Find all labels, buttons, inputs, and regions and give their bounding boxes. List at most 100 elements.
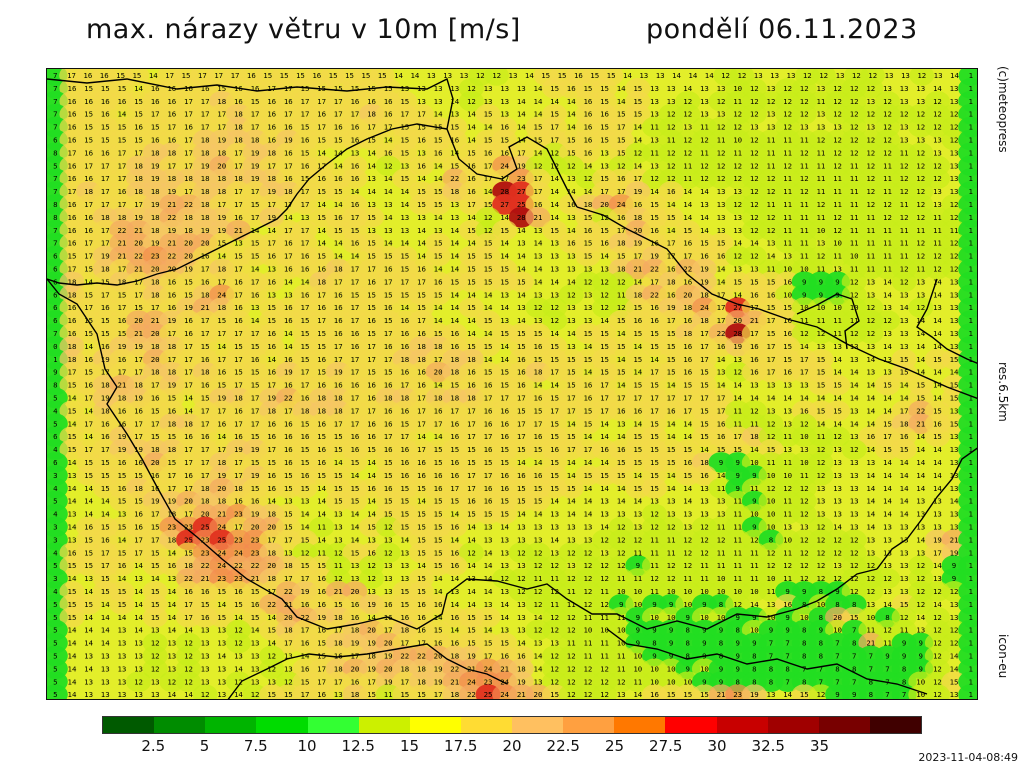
- gust-value: 15: [101, 587, 110, 596]
- gust-value: 13: [916, 277, 925, 286]
- gust-value: 17: [167, 484, 176, 493]
- gust-value: 15: [617, 458, 626, 467]
- gust-value: 15: [151, 522, 160, 531]
- gust-value: 12: [550, 148, 559, 157]
- gust-value: 13: [600, 510, 609, 519]
- gust-value: 15: [517, 445, 526, 454]
- gust-value: 13: [583, 535, 592, 544]
- gust-value: 15: [450, 445, 459, 454]
- gust-value: 15: [350, 497, 359, 506]
- gust-value: 16: [417, 626, 426, 635]
- gust-value: 16: [467, 381, 476, 390]
- gust-value: 19: [217, 471, 226, 480]
- legend-tick-label: 32.5: [752, 737, 785, 755]
- gust-value: 12: [567, 161, 576, 170]
- gust-value: 13: [950, 510, 959, 519]
- gust-value: 16: [434, 600, 443, 609]
- gust-value: 15: [583, 355, 592, 364]
- gust-value: 12: [384, 161, 393, 170]
- gust-value: 16: [68, 316, 77, 325]
- gust-value: 14: [84, 432, 93, 441]
- gust-value: 20: [267, 522, 276, 531]
- gust-value: 16: [617, 213, 626, 222]
- gust-value: 15: [434, 497, 443, 506]
- gust-value: 14: [883, 406, 892, 415]
- gust-value: 12: [600, 277, 609, 286]
- gust-value: 15: [317, 471, 326, 480]
- gust-value: 14: [317, 200, 326, 209]
- gust-value: 15: [101, 329, 110, 338]
- gust-value: 14: [833, 355, 842, 364]
- gust-value: 9: [785, 613, 789, 622]
- gust-value: 12: [883, 200, 892, 209]
- gust-value: 14: [434, 613, 443, 622]
- gust-value: 15: [633, 458, 642, 467]
- gust-value: 1: [968, 626, 972, 635]
- gust-value: 14: [234, 664, 243, 673]
- gust-value: 14: [833, 393, 842, 402]
- gust-value: 14: [933, 368, 942, 377]
- gust-value: 15: [117, 123, 126, 132]
- gust-value: 16: [134, 406, 143, 415]
- gust-value: 15: [434, 445, 443, 454]
- gust-value: 22: [184, 200, 193, 209]
- gust-value: 13: [933, 136, 942, 145]
- gust-value: 15: [68, 613, 77, 622]
- gust-value: 17: [367, 355, 376, 364]
- map-canvas: 7 17 16 16 15 15 14 17 15 17 17 17 16 15 15 15 16 15 15 15 1…: [47, 69, 977, 699]
- gust-value: 15: [500, 445, 509, 454]
- gust-value: 7: [885, 690, 889, 699]
- gust-value: 14: [434, 381, 443, 390]
- gust-value: 12: [916, 561, 925, 570]
- gust-value: 16: [600, 239, 609, 248]
- gust-value: 13: [866, 123, 875, 132]
- gust-value: 17: [134, 535, 143, 544]
- gust-value: 17: [717, 303, 726, 312]
- gust-value: 5: [53, 497, 57, 506]
- gust-value: 15: [201, 393, 210, 402]
- legend-tick-label: 35: [810, 737, 829, 755]
- gust-value: 18: [68, 277, 77, 286]
- gust-value: 7: [819, 677, 823, 686]
- gust-value: 13: [816, 342, 825, 351]
- gust-value: 13: [933, 148, 942, 157]
- gust-value: 18: [101, 265, 110, 274]
- gust-value: 14: [467, 561, 476, 570]
- gust-value: 15: [683, 381, 692, 390]
- gust-value: 13: [450, 587, 459, 596]
- gust-value: 16: [167, 303, 176, 312]
- gust-value: 11: [866, 265, 875, 274]
- gust-value: 14: [517, 110, 526, 119]
- gust-value: 17: [284, 535, 293, 544]
- gust-value: 15: [301, 329, 310, 338]
- gust-value: 13: [733, 265, 742, 274]
- gust-value: 15: [117, 497, 126, 506]
- gust-value: 14: [633, 123, 642, 132]
- gust-value: 18: [167, 419, 176, 428]
- gust-value: 17: [550, 136, 559, 145]
- gust-patch: [558, 155, 584, 177]
- gust-value: 7: [53, 71, 57, 80]
- gust-value: 15: [434, 290, 443, 299]
- gust-value: 14: [916, 458, 925, 467]
- gust-value: 14: [434, 303, 443, 312]
- gust-value: 16: [151, 471, 160, 480]
- gust-value: 16: [317, 690, 326, 699]
- gust-value: 13: [509, 71, 518, 80]
- gust-value: 13: [567, 535, 576, 544]
- gust-value: 18: [134, 381, 143, 390]
- gust-value: 7: [769, 639, 773, 648]
- gust-value: 15: [400, 419, 409, 428]
- gust-value: 14: [916, 368, 925, 377]
- gust-value: 10: [750, 587, 759, 596]
- gust-value: 16: [234, 303, 243, 312]
- gust-value: 11: [650, 123, 659, 132]
- gust-value: 17: [234, 200, 243, 209]
- gust-value: 14: [84, 626, 93, 635]
- gust-value: 17: [184, 97, 193, 106]
- gust-value: 16: [550, 445, 559, 454]
- gust-value: 16: [84, 213, 93, 222]
- gust-value: 15: [900, 600, 909, 609]
- gust-value: 19: [434, 677, 443, 686]
- gust-value: 11: [567, 639, 576, 648]
